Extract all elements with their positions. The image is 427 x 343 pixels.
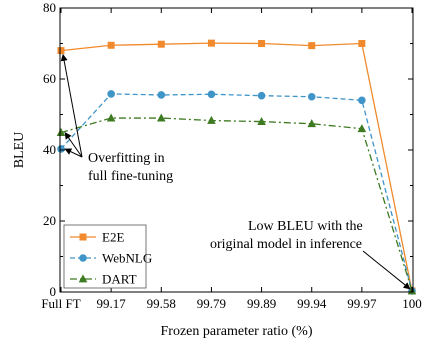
point-webnlg-3: [207, 90, 216, 99]
x-tick-label-1: 99.17: [97, 296, 127, 311]
annotation-overfit-line-2: full fine-tuning: [88, 169, 173, 184]
x-tick-label-0: Full FT: [41, 296, 80, 311]
legend-marker-webnlg: [79, 254, 87, 262]
legend-label-webnlg: WebNLG: [102, 251, 152, 266]
point-e2e-2: [157, 40, 165, 48]
point-webnlg-2: [157, 91, 166, 99]
point-webnlg-6: [358, 96, 366, 105]
y-tick-label-0: 0: [50, 284, 57, 299]
annotation-lowbleu-line-2: original model in inference: [210, 237, 362, 252]
point-dart-0: [56, 128, 66, 137]
point-dart-4: [257, 117, 266, 125]
legend: E2E WebNLG DART: [63, 224, 152, 289]
x-tick-label-5: 99.94: [297, 296, 327, 311]
annotation-overfit-line-1: Overfitting in: [88, 151, 165, 166]
y-tick-label-20: 20: [43, 213, 56, 228]
point-dart-5: [307, 119, 317, 128]
x-tick-label-3: 99.79: [197, 296, 226, 311]
x-tick-label-4: 99.89: [247, 296, 276, 311]
x-tick-label-6: 99.97: [347, 296, 377, 311]
y-tick-label-40: 40: [43, 142, 56, 157]
annotation-lowbleu-line-1: Low BLEU with the: [248, 219, 363, 234]
x-tick-label-2: 99.58: [147, 296, 176, 311]
series-line-dart: [60, 117, 413, 292]
point-e2e-6: [358, 40, 366, 47]
legend-marker-e2e: [79, 233, 87, 241]
x-tick-label-7: 100: [402, 296, 422, 311]
legend-label-dart: DART: [102, 272, 137, 287]
legend-box: [63, 224, 147, 289]
point-dart-3: [207, 115, 216, 124]
point-webnlg-5: [307, 92, 316, 101]
point-e2e-4: [258, 40, 266, 47]
y-tick-label-80: 80: [43, 0, 56, 15]
y-axis-title: BLEU: [12, 132, 27, 169]
plot-area: [56, 39, 417, 295]
x-axis-title: Frozen parameter ratio (%): [161, 324, 313, 339]
overfit-arrow-2: [64, 132, 83, 158]
legend-marker-dart: [78, 274, 88, 283]
point-webnlg-1: [107, 90, 115, 98]
point-e2e-5: [308, 42, 316, 50]
overfit-arrow-0: [60, 53, 83, 158]
y-tick-label-60: 60: [43, 71, 56, 86]
point-dart-2: [156, 113, 166, 122]
point-e2e-3: [207, 39, 215, 47]
axes: 0 20 40 60 80 Full FT 99.17 99.58 99.79 99.89 99.9…: [12, 0, 422, 339]
point-webnlg-0: [57, 145, 65, 153]
point-dart-6: [357, 124, 367, 133]
series-line-e2e: [60, 42, 413, 292]
legend-label-e2e: E2E: [102, 230, 124, 245]
overfit-arrow-1: [64, 148, 83, 158]
point-webnlg-4: [257, 91, 266, 100]
point-e2e-0: [57, 47, 65, 55]
annotations: Overfitting in full fine-tuning Low BLEU w…: [60, 53, 411, 290]
point-e2e-1: [107, 41, 115, 49]
point-dart-1: [106, 113, 116, 122]
series-line-webnlg: [60, 93, 413, 292]
lowbleu-arrow: [362, 250, 411, 290]
